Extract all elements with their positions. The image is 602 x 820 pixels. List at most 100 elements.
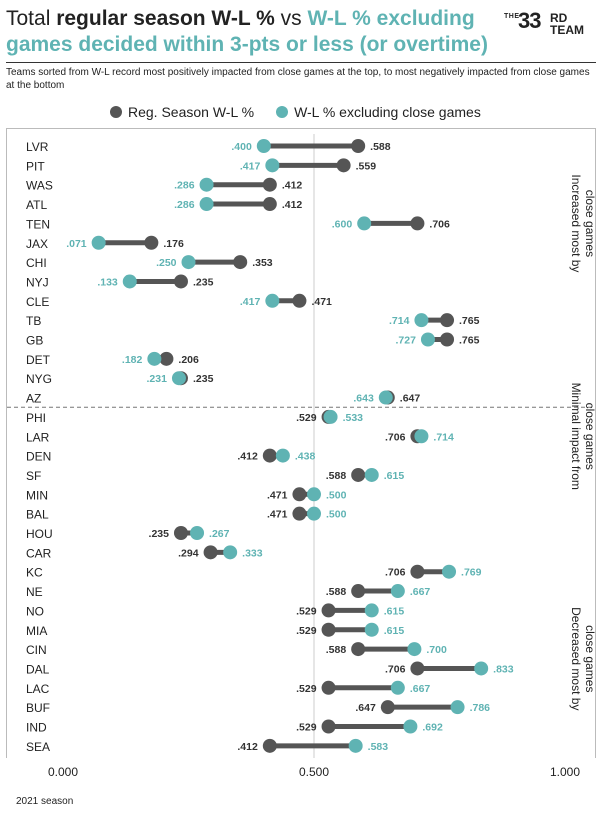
team-label-phi: PHI: [26, 411, 46, 425]
value-label-regular-lar: .706: [385, 431, 406, 443]
legend-label-regular: Reg. Season W-L %: [128, 104, 255, 120]
value-label-regular-cin: .588: [326, 644, 347, 656]
dot-excluding-det: [147, 351, 162, 366]
value-label-excluding-mia: .615: [384, 625, 405, 637]
dot-excluding-atl: [199, 197, 214, 212]
dot-regular-nyj: [173, 274, 188, 289]
title-part-4: W-L % excluding games decided within 3-p…: [6, 7, 488, 56]
team-label-dal: DAL: [26, 662, 50, 676]
value-label-excluding-lvr: .400: [231, 141, 252, 153]
dot-regular-cle: [292, 293, 307, 308]
title-part-3: vs: [274, 7, 308, 30]
dot-excluding-sea: [348, 738, 363, 753]
team-label-bal: BAL: [26, 508, 49, 522]
dot-excluding-dal: [474, 661, 489, 676]
dot-excluding-jax: [91, 235, 106, 250]
value-label-regular-chi: .353: [252, 257, 273, 269]
value-label-regular-lac: .529: [296, 683, 317, 695]
value-label-excluding-det: .182: [122, 354, 143, 366]
dot-excluding-tb: [414, 313, 429, 328]
value-label-regular-tb: .765: [459, 315, 480, 327]
dot-excluding-cle: [265, 293, 280, 308]
dot-regular-jax: [144, 235, 159, 250]
logo-33rd-team: THE 33 RD TEAM: [504, 10, 584, 46]
legend-dot-regular: [110, 106, 122, 118]
dot-regular-ne: [351, 584, 366, 599]
team-label-nyj: NYJ: [26, 275, 49, 289]
dot-excluding-hou: [190, 526, 205, 540]
dumbbell-chart: LVR .588 .400 PIT .559 .417 WAS .412 .286 ATL .412…: [7, 134, 597, 790]
dot-regular-pit: [336, 158, 351, 173]
value-label-excluding-bal: .500: [326, 509, 347, 521]
plot-frame: [6, 128, 596, 758]
value-label-excluding-nyg: .231: [147, 373, 168, 385]
value-label-regular-dal: .706: [385, 663, 406, 675]
value-label-regular-atl: .412: [282, 199, 303, 211]
dot-regular-car: [203, 545, 218, 560]
value-label-excluding-lar: .714: [433, 431, 454, 443]
value-label-excluding-az: .643: [353, 393, 374, 405]
team-label-nyg: NYG: [26, 372, 52, 386]
team-label-atl: ATL: [26, 198, 47, 212]
team-label-det: DET: [26, 353, 51, 367]
value-label-regular-den: .412: [237, 451, 258, 463]
value-label-excluding-car: .333: [242, 547, 263, 559]
team-label-lvr: LVR: [26, 140, 49, 154]
dot-regular-hou: [173, 526, 188, 540]
value-label-excluding-cin: .700: [426, 644, 447, 656]
legend-item-excluding: W-L % excluding close games: [276, 104, 481, 120]
dot-regular-sea: [262, 738, 277, 753]
chart-legend: Reg. Season W-L % W-L % excluding close …: [110, 104, 495, 120]
value-label-excluding-atl: .286: [174, 199, 195, 211]
group-label-1-line-2: close games: [583, 403, 597, 470]
value-label-regular-pit: .559: [356, 160, 377, 172]
dot-excluding-no: [364, 603, 379, 618]
team-label-den: DEN: [26, 450, 51, 464]
x-tick-label-0: 0.000: [48, 765, 78, 779]
value-label-excluding-kc: .769: [461, 567, 482, 579]
title-part-1: Total: [6, 7, 57, 30]
dot-regular-cin: [351, 642, 366, 657]
value-label-excluding-den: .438: [295, 451, 316, 463]
dot-excluding-lvr: [256, 139, 271, 153]
team-label-min: MIN: [26, 488, 48, 502]
dot-excluding-mia: [364, 622, 379, 637]
value-label-excluding-gb: .727: [396, 335, 417, 347]
value-label-excluding-jax: .071: [66, 238, 87, 250]
value-label-regular-mia: .529: [296, 625, 317, 637]
group-label-0-line-2: close games: [583, 190, 597, 257]
team-label-ne: NE: [26, 585, 43, 599]
dot-regular-den: [262, 448, 277, 463]
logo-rd: RD: [550, 11, 568, 25]
group-label-0-line-1: Increased most by: [569, 174, 583, 272]
value-label-regular-buf: .647: [355, 702, 376, 714]
legend-item-regular: Reg. Season W-L %: [110, 104, 254, 120]
dot-excluding-sf: [364, 467, 379, 482]
dot-excluding-chi: [181, 255, 196, 270]
value-label-excluding-cle: .417: [240, 296, 261, 308]
value-label-regular-sf: .588: [326, 470, 347, 482]
value-label-regular-was: .412: [282, 180, 303, 192]
dot-excluding-ind: [403, 719, 418, 734]
dot-excluding-den: [275, 448, 290, 463]
dot-regular-dal: [410, 661, 425, 676]
x-axis-label: WINNING PERCENTAGE: [239, 789, 389, 790]
team-label-buf: BUF: [26, 701, 50, 715]
dot-excluding-buf: [450, 700, 465, 715]
value-label-regular-jax: .176: [163, 238, 184, 250]
team-label-car: CAR: [26, 546, 52, 560]
logo-number: 33: [518, 8, 542, 33]
value-label-regular-az: .647: [400, 393, 421, 405]
dot-excluding-cin: [407, 642, 422, 657]
x-tick-label-1: 0.500: [299, 765, 329, 779]
dot-excluding-car: [223, 545, 238, 560]
value-label-excluding-phi: .533: [343, 412, 364, 424]
chart-subtitle: Teams sorted from W-L record most positi…: [6, 67, 590, 91]
dot-excluding-ne: [390, 584, 405, 599]
value-label-regular-no: .529: [296, 605, 317, 617]
value-label-regular-sea: .412: [237, 741, 258, 753]
team-label-ten: TEN: [26, 217, 50, 231]
dot-regular-lac: [321, 680, 336, 695]
value-label-regular-cle: .471: [311, 296, 332, 308]
team-label-gb: GB: [26, 334, 43, 348]
